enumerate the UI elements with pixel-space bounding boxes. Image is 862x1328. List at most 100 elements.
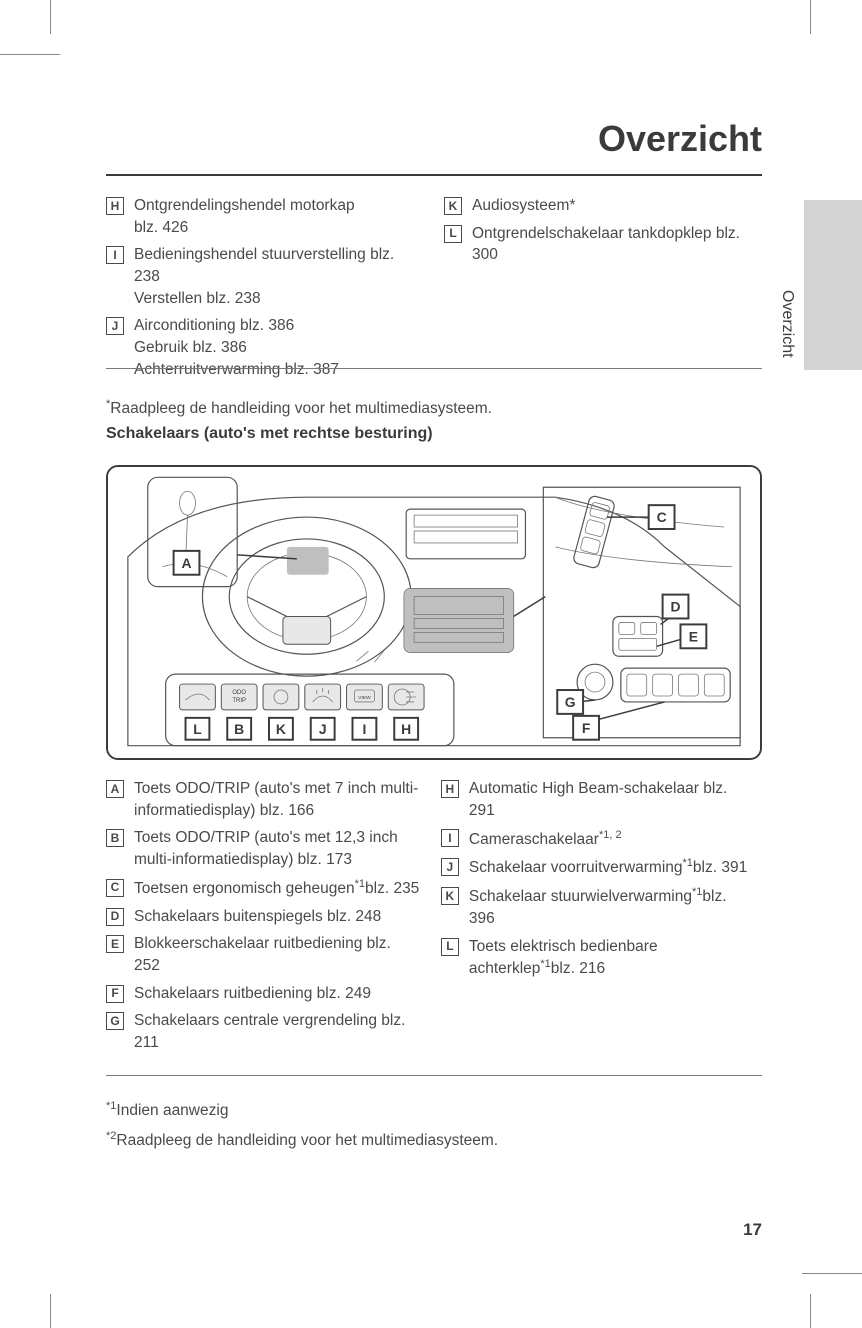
crop-mark bbox=[0, 54, 60, 55]
list-item: K Schakelaar stuurwielverwarming*1blz. 3… bbox=[441, 885, 756, 930]
svg-text:TRIP: TRIP bbox=[232, 698, 246, 704]
item-line: Toetsen ergonomisch geheugen*1blz. 235 bbox=[134, 880, 419, 897]
thumb-tab bbox=[804, 200, 862, 370]
svg-text:VIEW: VIEW bbox=[358, 695, 371, 701]
key-box: G bbox=[106, 1012, 124, 1030]
footnote-text: Raadpleeg de handleiding voor het multim… bbox=[110, 400, 492, 417]
key-box: I bbox=[106, 246, 124, 264]
footnote-sup: *1 bbox=[106, 1100, 116, 1112]
item-text: Schakelaar stuurwielverwarming*1blz. 396 bbox=[469, 885, 756, 930]
footnote-ref: *Raadpleeg de handleiding voor het multi… bbox=[106, 398, 492, 418]
dashboard-svg: ODO TRIP VIEW L B K J bbox=[108, 467, 760, 758]
list-item: E Blokkeerschakelaar ruitbediening blz. … bbox=[106, 933, 421, 976]
item-text: Automatic High Beam-schakelaar blz. 291 bbox=[469, 778, 756, 821]
thumb-tab-label: Overzicht bbox=[778, 290, 796, 358]
key-box: B bbox=[106, 829, 124, 847]
list-item: A Toets ODO/TRIP (auto's met 7 inch mult… bbox=[106, 778, 421, 821]
svg-text:ODO: ODO bbox=[232, 690, 246, 696]
crop-mark bbox=[810, 1294, 811, 1328]
title-rule bbox=[106, 174, 762, 176]
list-item: J Schakelaar voorruitverwarming*1blz. 39… bbox=[441, 856, 756, 879]
crop-mark bbox=[810, 0, 811, 34]
item-text: Schakelaar voorruitverwarming*1blz. 391 bbox=[469, 856, 756, 879]
item-text: Airconditioning blz. 386 Gebruik blz. 38… bbox=[134, 315, 424, 380]
top-list-left-column: H Ontgrendelingshendel motorkap blz. 426… bbox=[106, 195, 424, 387]
key-box: E bbox=[106, 935, 124, 953]
item-text: Toets ODO/TRIP (auto's met 12,3 inch mul… bbox=[134, 827, 421, 870]
list-item: B Toets ODO/TRIP (auto's met 12,3 inch m… bbox=[106, 827, 421, 870]
item-line: Cameraschakelaar*1, 2 bbox=[469, 831, 622, 848]
item-text: Blokkeerschakelaar ruitbediening blz. 25… bbox=[134, 933, 421, 976]
list-item: I Bedieningshendel stuurverstelling blz.… bbox=[106, 244, 424, 309]
item-text: Schakelaars ruitbediening blz. 249 bbox=[134, 983, 421, 1005]
svg-text:D: D bbox=[670, 599, 680, 615]
item-text: Ontgrendelingshendel motorkap blz. 426 bbox=[134, 195, 424, 238]
footnote-text: Indien aanwezig bbox=[116, 1102, 228, 1119]
list-item: H Ontgrendelingshendel motorkap blz. 426 bbox=[106, 195, 424, 238]
footnote-text: Raadpleeg de handleiding voor het multim… bbox=[116, 1132, 498, 1149]
svg-text:I: I bbox=[362, 721, 366, 737]
svg-text:B: B bbox=[234, 721, 244, 737]
crop-mark bbox=[50, 1294, 51, 1328]
list-item: H Automatic High Beam-schakelaar blz. 29… bbox=[441, 778, 756, 821]
key-box: D bbox=[106, 908, 124, 926]
key-box: L bbox=[444, 225, 462, 243]
key-box: J bbox=[441, 858, 459, 876]
list-item: L Toets elektrisch bedienbare achterklep… bbox=[441, 936, 756, 981]
footnote: *1Indien aanwezig bbox=[106, 1100, 498, 1120]
bottom-list-left-column: A Toets ODO/TRIP (auto's met 7 inch mult… bbox=[106, 778, 421, 1060]
list-item: D Schakelaars buitenspiegels blz. 248 bbox=[106, 906, 421, 928]
item-text: Toets elektrisch bedienbare achterklep*1… bbox=[469, 936, 756, 981]
item-text: Bedieningshendel stuurverstelling blz. 2… bbox=[134, 244, 424, 309]
svg-text:G: G bbox=[565, 694, 576, 710]
rule bbox=[106, 368, 762, 369]
list-item: C Toetsen ergonomisch geheugen*1blz. 235 bbox=[106, 877, 421, 900]
list-item: L Ontgrendelschakelaar tankdopklep blz. … bbox=[444, 223, 762, 266]
dashboard-figure: ODO TRIP VIEW L B K J bbox=[106, 465, 762, 760]
bottom-list-right-column: H Automatic High Beam-schakelaar blz. 29… bbox=[441, 778, 756, 1060]
item-text: Ontgrendelschakelaar tankdopklep blz. 30… bbox=[472, 223, 762, 266]
footnote: *2Raadpleeg de handleiding voor het mult… bbox=[106, 1130, 498, 1150]
list-item: I Cameraschakelaar*1, 2 bbox=[441, 827, 756, 850]
key-box: I bbox=[441, 829, 459, 847]
item-line: Schakelaar voorruitverwarming*1blz. 391 bbox=[469, 859, 747, 876]
item-text: Audiosysteem* bbox=[472, 195, 762, 217]
item-line: Toets elektrisch bedienbare achterklep*1… bbox=[469, 938, 658, 978]
footnote-sup: *2 bbox=[106, 1130, 116, 1142]
key-box: C bbox=[106, 879, 124, 897]
item-line: Schakelaar stuurwielverwarming*1blz. 396 bbox=[469, 888, 727, 927]
page-number: 17 bbox=[743, 1220, 762, 1240]
svg-text:A: A bbox=[181, 555, 191, 571]
svg-text:L: L bbox=[193, 721, 202, 737]
section-heading: Schakelaars (auto's met rechtse besturin… bbox=[106, 425, 433, 443]
list-item: G Schakelaars centrale vergrendeling blz… bbox=[106, 1010, 421, 1053]
bottom-reference-list: A Toets ODO/TRIP (auto's met 7 inch mult… bbox=[106, 778, 762, 1073]
item-text: Cameraschakelaar*1, 2 bbox=[469, 827, 756, 850]
svg-text:F: F bbox=[582, 720, 591, 736]
svg-text:J: J bbox=[319, 721, 327, 737]
top-list-right-column: K Audiosysteem* L Ontgrendelschakelaar t… bbox=[444, 195, 762, 387]
svg-text:C: C bbox=[657, 509, 667, 525]
key-box: A bbox=[106, 780, 124, 798]
key-box: H bbox=[441, 780, 459, 798]
key-box: H bbox=[106, 197, 124, 215]
page: Overzicht Overzicht H Ontgrendelingshend… bbox=[0, 0, 862, 1328]
crop-mark bbox=[802, 1273, 862, 1274]
item-text: Toetsen ergonomisch geheugen*1blz. 235 bbox=[134, 877, 421, 900]
key-box: K bbox=[441, 887, 459, 905]
list-item: F Schakelaars ruitbediening blz. 249 bbox=[106, 983, 421, 1005]
list-item: J Airconditioning blz. 386 Gebruik blz. … bbox=[106, 315, 424, 380]
page-title: Overzicht bbox=[598, 118, 762, 160]
key-box: K bbox=[444, 197, 462, 215]
footnotes: *1Indien aanwezig *2Raadpleeg de handlei… bbox=[106, 1100, 498, 1160]
item-text: Schakelaars centrale vergrendeling blz. … bbox=[134, 1010, 421, 1053]
rule bbox=[106, 1075, 762, 1076]
list-item: K Audiosysteem* bbox=[444, 195, 762, 217]
key-box: F bbox=[106, 985, 124, 1003]
key-box: L bbox=[441, 938, 459, 956]
item-text: Toets ODO/TRIP (auto's met 7 inch multi-… bbox=[134, 778, 421, 821]
svg-text:E: E bbox=[689, 628, 698, 644]
svg-text:K: K bbox=[276, 721, 286, 737]
item-text: Schakelaars buitenspiegels blz. 248 bbox=[134, 906, 421, 928]
top-reference-list: H Ontgrendelingshendel motorkap blz. 426… bbox=[106, 195, 762, 365]
